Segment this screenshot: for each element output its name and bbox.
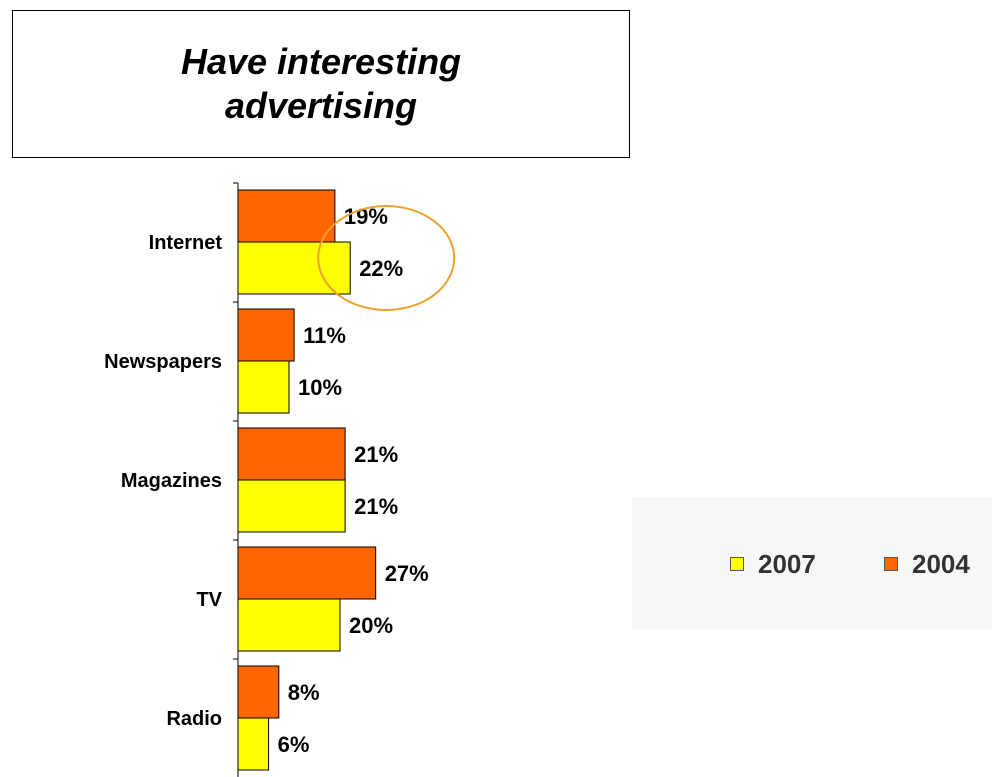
bar-newspapers-2007 [237,360,290,414]
bar-magazines-2004 [237,427,346,481]
data-label-radio-2004: 8% [288,680,320,705]
data-label-newspapers-2007: 10% [298,375,342,400]
category-label-internet: Internet [149,232,223,254]
category-label-magazines: Magazines [121,470,222,492]
highlight-circle [317,205,456,311]
bar-radio-2007 [237,717,270,771]
data-label-tv-2004: 27% [385,561,429,586]
legend-item-2004: 2004 [884,549,970,579]
data-label-radio-2007: 6% [278,732,310,757]
category-label-tv: TV [196,589,222,611]
category-label-radio: Radio [166,708,222,730]
bar-internet-2004 [237,189,336,243]
legend-label-2004: 2004 [912,549,970,579]
data-label-magazines-2007: 21% [354,494,398,519]
legend-swatch-2004 [884,557,898,571]
legend-label-2007: 2007 [758,549,816,579]
bar-tv-2004 [237,546,377,600]
category-label-newspapers: Newspapers [104,351,222,373]
bar-magazines-2007 [237,479,346,533]
chart-title: Have interesting advertising [180,41,462,126]
chart-title-box: Have interesting advertising [12,10,630,158]
data-label-magazines-2004: 21% [354,442,398,467]
bar-radio-2004 [237,665,280,719]
legend: 2007 2004 [632,497,992,629]
legend-swatch-2007 [730,557,744,571]
data-label-newspapers-2004: 11% [303,323,346,348]
bar-newspapers-2004 [237,308,295,362]
bar-tv-2007 [237,598,341,652]
data-label-internet-2007: 22% [359,256,403,281]
bar-internet-2007 [237,241,351,295]
legend-item-2007: 2007 [730,549,816,579]
data-label-tv-2007: 20% [349,613,393,638]
